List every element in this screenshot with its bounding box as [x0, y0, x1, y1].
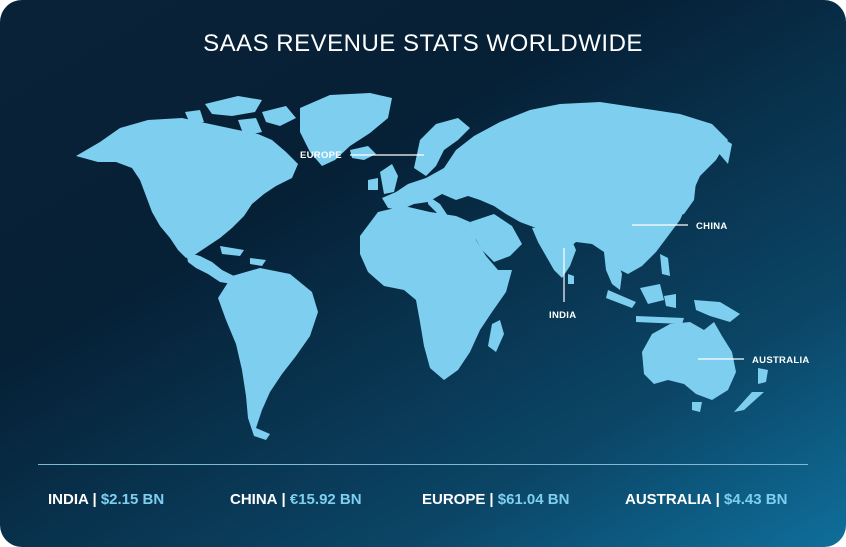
- land-scandinavia: [414, 118, 470, 176]
- map-label-australia: AUSTRALIA: [752, 355, 810, 366]
- land-south-america: [218, 268, 318, 440]
- land-southeast-asia: [604, 252, 622, 290]
- stat-china: CHINA | €15.92 BN: [230, 491, 362, 508]
- land-greenland: [300, 93, 392, 166]
- map-label-europe: EUROPE: [300, 150, 342, 161]
- land-new-zealand: [734, 368, 768, 412]
- land-tasmania: [692, 402, 702, 412]
- land-new-guinea: [694, 300, 740, 322]
- stat-region: CHINA: [230, 491, 278, 508]
- stat-region: EUROPE: [422, 491, 486, 508]
- land-philippines: [660, 254, 670, 276]
- land-africa: [360, 206, 512, 380]
- land-north-america: [76, 118, 298, 258]
- stat-value: $61.04 BN: [497, 491, 570, 508]
- land-japan: [674, 174, 696, 216]
- land-eurasia: [382, 102, 728, 274]
- map-label-china: CHINA: [696, 221, 728, 232]
- stat-value: €15.92 BN: [289, 491, 362, 508]
- stat-value: $4.43 BN: [724, 491, 788, 508]
- map-label-india: INDIA: [549, 310, 576, 321]
- land-central-america: [186, 252, 234, 284]
- stat-region: INDIA: [48, 491, 89, 508]
- land-madagascar: [488, 320, 504, 352]
- page-title: SAAS REVENUE STATS WORLDWIDE: [203, 30, 643, 57]
- stat-europe: EUROPE | $61.04 BN: [422, 491, 569, 508]
- land-kamchatka: [716, 134, 732, 164]
- land-iceland: [350, 146, 376, 160]
- stat-value: $2.15 BN: [100, 491, 165, 508]
- land-australia: [642, 322, 736, 400]
- land-caribbean: [220, 246, 266, 266]
- land-sri-lanka: [568, 274, 574, 284]
- stat-india: INDIA | $2.15 BN: [48, 491, 164, 508]
- stat-separator: |: [715, 491, 720, 508]
- divider: [38, 464, 808, 465]
- stat-separator: |: [281, 491, 286, 508]
- stat-region: AUSTRALIA: [625, 491, 712, 508]
- land-arabia: [470, 214, 522, 262]
- stat-separator: |: [92, 491, 97, 508]
- land-india: [532, 226, 576, 278]
- stat-australia: AUSTRALIA | $4.43 BN: [625, 491, 787, 508]
- land-indonesia: [606, 284, 684, 324]
- stat-separator: |: [489, 491, 494, 508]
- land-british-isles: [368, 164, 398, 194]
- land-arctic-islands: [185, 96, 296, 136]
